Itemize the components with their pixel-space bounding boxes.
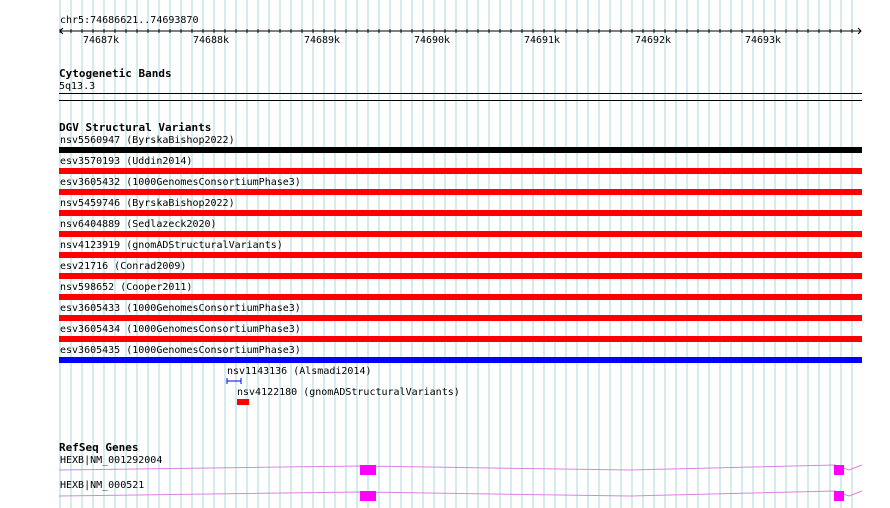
ruler-tick-label: 74691k bbox=[523, 35, 561, 46]
variant-bar[interactable] bbox=[59, 168, 862, 174]
region-label: chr5:74686621..74693870 bbox=[60, 15, 199, 26]
transcript-model[interactable] bbox=[0, 462, 890, 478]
variant-label[interactable]: esv3570193 (Uddin2014) bbox=[60, 156, 193, 167]
dgv-track-title[interactable]: DGV Structural Variants bbox=[59, 121, 212, 134]
variant-label[interactable]: esv3605435 (1000GenomesConsortiumPhase3) bbox=[60, 345, 301, 356]
variant-bar[interactable] bbox=[59, 357, 862, 363]
variant-bar[interactable] bbox=[59, 336, 862, 342]
cytoband-track-title[interactable]: Cytogenetic Bands bbox=[59, 67, 172, 80]
ruler-tick-label: 74687k bbox=[82, 35, 120, 46]
ruler-tick-label: 74688k bbox=[192, 35, 230, 46]
ruler-tick-label: 74693k bbox=[744, 35, 782, 46]
variant-label[interactable]: nsv4123919 (gnomADStructuralVariants) bbox=[60, 240, 283, 251]
variant-label[interactable]: nsv6404889 (Sedlazeck2020) bbox=[60, 219, 217, 230]
ruler-axis bbox=[59, 27, 862, 35]
variant-label[interactable]: nsv1143136 (Alsmadi2014) bbox=[227, 366, 372, 377]
variant-bar[interactable] bbox=[59, 210, 862, 216]
variant-bar[interactable] bbox=[59, 147, 862, 153]
transcript-label[interactable]: HEXB|NM_000521 bbox=[60, 480, 145, 491]
small-variant-marker[interactable] bbox=[226, 376, 244, 386]
variant-label[interactable]: nsv5459746 (ByrskaBishop2022) bbox=[60, 198, 235, 209]
ruler-tick-label: 74692k bbox=[634, 35, 672, 46]
small-variant-bar[interactable] bbox=[237, 399, 249, 405]
refseq-track-title[interactable]: RefSeq Genes bbox=[59, 441, 139, 454]
variant-label[interactable]: nsv5560947 (ByrskaBishop2022) bbox=[60, 135, 235, 146]
variant-bar[interactable] bbox=[59, 294, 862, 300]
cytoband-line-top bbox=[59, 93, 862, 94]
variant-bar[interactable] bbox=[59, 231, 862, 237]
cytoband-line-bottom bbox=[59, 100, 862, 101]
variant-label[interactable]: esv3605432 (1000GenomesConsortiumPhase3) bbox=[60, 177, 301, 188]
variant-bar[interactable] bbox=[59, 273, 862, 279]
transcript-label[interactable]: HEXB|NM_001292004 bbox=[60, 455, 163, 466]
variant-label[interactable]: nsv4122180 (gnomADStructuralVariants) bbox=[237, 387, 460, 398]
variant-label[interactable]: esv3605434 (1000GenomesConsortiumPhase3) bbox=[60, 324, 301, 335]
ruler-tick-label: 74690k bbox=[413, 35, 451, 46]
ruler-tick-label: 74689k bbox=[303, 35, 341, 46]
variant-label[interactable]: esv3605433 (1000GenomesConsortiumPhase3) bbox=[60, 303, 301, 314]
variant-bar[interactable] bbox=[59, 315, 862, 321]
variant-bar[interactable] bbox=[59, 189, 862, 195]
variant-bar[interactable] bbox=[59, 252, 862, 258]
cytoband-label: 5q13.3 bbox=[59, 81, 96, 92]
variant-label[interactable]: nsv598652 (Cooper2011) bbox=[60, 282, 193, 293]
transcript-model[interactable] bbox=[0, 488, 890, 504]
variant-label[interactable]: esv21716 (Conrad2009) bbox=[60, 261, 187, 272]
